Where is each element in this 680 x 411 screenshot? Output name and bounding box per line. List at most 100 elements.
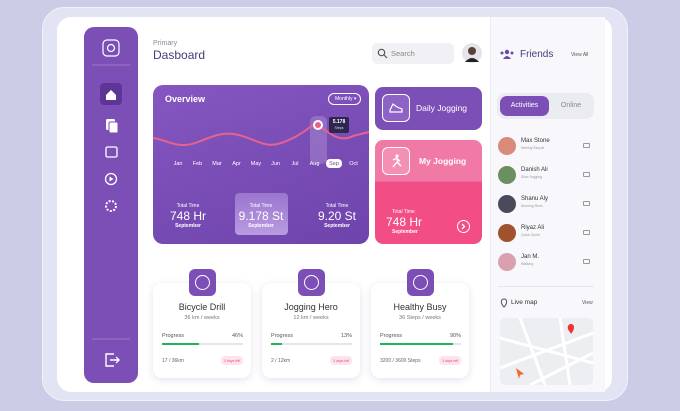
friends-title: Friends	[520, 49, 554, 60]
activity-title: Jogging Hero	[284, 302, 338, 312]
shoe-icon	[389, 103, 403, 113]
friend-name: Danish Ali	[521, 167, 548, 173]
activity-title: Bicycle Drill	[178, 302, 226, 312]
period-dropdown[interactable]: Monthly ▾	[328, 93, 361, 105]
progress-track	[271, 343, 352, 345]
progress-percent: 46%	[231, 333, 243, 339]
friend-name: Shanu Aly	[521, 196, 549, 202]
search-icon	[377, 48, 388, 59]
activity-count: 2 / 12km	[271, 358, 291, 364]
stat-value: 9.20 St	[317, 209, 357, 223]
month-label[interactable]: Jun	[271, 160, 280, 167]
tooltip-value: 5.178	[332, 119, 346, 125]
message-icon[interactable]	[583, 143, 590, 148]
stat-highlight	[235, 193, 288, 235]
live-map[interactable]	[500, 318, 593, 385]
tooltip-box	[329, 117, 349, 133]
month-label[interactable]: Jan	[173, 160, 183, 167]
message-icon[interactable]	[583, 172, 590, 177]
arrow-button[interactable]	[457, 220, 470, 233]
nav-settings[interactable]	[105, 200, 117, 212]
live-map-title: Live map	[511, 299, 538, 306]
nav-files-b	[108, 121, 119, 134]
search-box[interactable]	[372, 43, 454, 64]
progress-track	[162, 343, 243, 345]
friend-avatar[interactable]	[498, 253, 516, 271]
month-label[interactable]: Sep	[326, 159, 342, 168]
logo-icon[interactable]	[102, 39, 120, 57]
friend-name: Max Stone	[521, 138, 550, 144]
view-all[interactable]: View All	[571, 52, 589, 58]
month-label[interactable]: Aug	[309, 160, 320, 167]
deadline-badge: 3 days left	[439, 356, 461, 365]
progress-bar	[271, 343, 282, 345]
activity-icon-glyph	[304, 275, 319, 290]
overview-wave	[153, 116, 369, 164]
my-jogging-value: 748 Hr	[386, 215, 423, 229]
header-title: Dasboard	[153, 48, 206, 62]
message-icon[interactable]	[583, 230, 590, 235]
activity-count: 3200 / 3600 Steps	[380, 358, 421, 364]
friends-icon	[500, 49, 514, 59]
friend-name: Jan M.	[521, 254, 540, 260]
month-label[interactable]: Apr	[232, 160, 241, 167]
activity-icon-glyph	[413, 275, 428, 290]
nav-play[interactable]	[104, 172, 118, 186]
progress-bar	[162, 343, 200, 345]
wave-point-inner	[315, 122, 321, 128]
avatar[interactable]	[462, 43, 482, 63]
stat-label: Total Time	[325, 203, 349, 209]
friend-avatar[interactable]	[498, 224, 516, 242]
message-icon[interactable]	[583, 201, 590, 206]
month-label[interactable]: Feb	[192, 160, 203, 167]
play-icon	[109, 176, 114, 182]
tab-online[interactable]: Online	[560, 102, 582, 109]
search-placeholder: Search	[391, 49, 415, 58]
activity-icon-glyph	[195, 275, 210, 290]
progress-percent: 13%	[340, 333, 352, 339]
stat-label: Total Time	[176, 203, 200, 209]
period-label: Monthly	[335, 96, 353, 102]
friend-avatar[interactable]	[498, 195, 516, 213]
divider	[498, 286, 594, 287]
stat-value: 748 Hr	[169, 209, 207, 223]
friend-activity: Slow Jogging	[521, 175, 542, 179]
sidebar-icons	[92, 39, 130, 367]
nav-stats[interactable]	[105, 146, 118, 158]
map-pin-icon	[500, 298, 508, 308]
stat-sub: September	[324, 223, 350, 229]
month-label[interactable]: Mar	[212, 160, 222, 167]
message-icon[interactable]	[583, 259, 590, 264]
friend-activity: Morning Runs	[521, 204, 543, 208]
progress-label: Progress	[380, 333, 403, 339]
live-map-view[interactable]: View	[582, 300, 593, 306]
friend-activity: Weekly Bicycle	[521, 146, 545, 150]
progress-percent: 90%	[449, 333, 461, 339]
month-label[interactable]: Oct	[349, 160, 358, 167]
stat-value: 9.178 St	[238, 209, 284, 223]
progress-label: Progress	[162, 333, 185, 339]
my-jogging-label: Total Time	[392, 209, 415, 215]
daily-jogging-icon	[382, 94, 410, 122]
activity-subtitle: 36 km / weeks	[184, 315, 220, 321]
daily-jogging-title: Daily Jogging	[416, 103, 468, 113]
month-label[interactable]: May	[250, 160, 262, 167]
activity-count: 17 / 36km	[162, 358, 184, 364]
friend-name: Riyaz Ali	[521, 225, 545, 231]
activity-title: Healthy Busy	[393, 302, 447, 312]
my-jogging-sub: September	[392, 229, 418, 235]
wave-line	[153, 123, 369, 147]
stat-sub: September	[248, 223, 274, 229]
deadline-badge: 3 days left	[330, 356, 352, 365]
logo-icon-dot	[106, 43, 116, 53]
header-subtitle: Primary	[153, 40, 178, 47]
nav-logout[interactable]	[105, 353, 120, 367]
tab-activities[interactable]: Activities	[500, 96, 549, 116]
friend-avatar[interactable]	[498, 137, 516, 155]
month-label[interactable]: Jul	[291, 160, 299, 167]
deadline-badge: 3 days left	[221, 356, 243, 365]
friend-avatar[interactable]	[498, 166, 516, 184]
my-jogging-title: My Jogging	[419, 156, 467, 166]
home-icon	[106, 90, 116, 100]
